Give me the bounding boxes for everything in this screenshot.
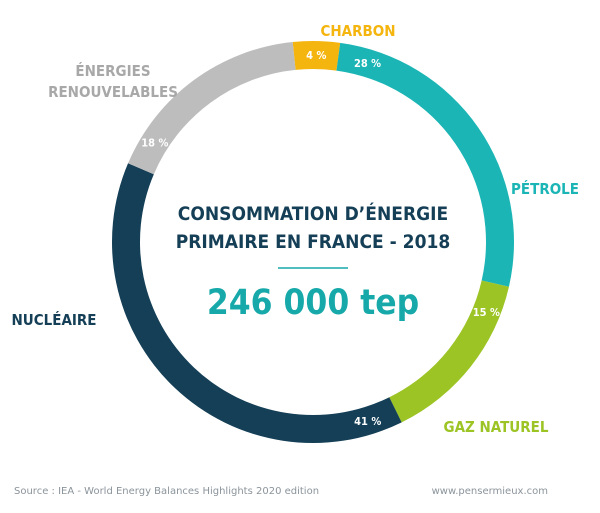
percent-label-nucleaire: 41 % bbox=[354, 415, 381, 428]
slice-charbon bbox=[292, 40, 341, 71]
category-label-charbon: CHARBON bbox=[320, 22, 395, 40]
category-label-gaz-naturel: GAZ NATUREL bbox=[444, 418, 549, 436]
percent-labels: 4 % 28 % 15 % 41 % 18 % bbox=[141, 49, 500, 428]
percent-label-charbon: 4 % bbox=[306, 49, 326, 62]
percent-label-petrole: 28 % bbox=[354, 57, 381, 70]
category-label-nucleaire: NUCLÉAIRE bbox=[11, 310, 96, 329]
percent-label-gaz-naturel: 15 % bbox=[473, 306, 500, 319]
category-label-energies-renouvelables-line-2: RENOUVELABLES bbox=[48, 83, 178, 101]
website-link[interactable]: www.pensermieux.com bbox=[431, 486, 548, 497]
slice-nucleaire bbox=[112, 163, 402, 443]
chart-title-line-2: PRIMAIRE EN FRANCE - 2018 bbox=[176, 231, 451, 253]
source-note: Source : IEA - World Energy Balances Hig… bbox=[14, 486, 320, 497]
slice-energies-renouvelables bbox=[128, 42, 296, 175]
percent-label-energies-renouvelables: 18 % bbox=[141, 136, 168, 149]
total-consumption: 246 000 tep bbox=[207, 283, 419, 323]
category-label-energies-renouvelables-line-1: ÉNERGIES bbox=[75, 61, 150, 80]
category-label-petrole: PÉTROLE bbox=[511, 179, 579, 198]
category-labels: CHARBON PÉTROLE GAZ NATUREL NUCLÉAIRE ÉNERGI… bbox=[11, 22, 579, 436]
donut-slices bbox=[112, 40, 514, 443]
slice-gaz-naturel bbox=[389, 280, 509, 423]
chart-title-line-1: CONSOMMATION D’ÉNERGIE bbox=[178, 202, 448, 225]
donut-chart: 4 % 28 % 15 % 41 % 18 % CHARBON PÉTROLE GAZ NA… bbox=[11, 22, 579, 443]
slice-petrole bbox=[336, 42, 514, 287]
